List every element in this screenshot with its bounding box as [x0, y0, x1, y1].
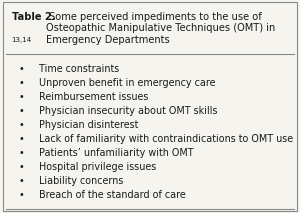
- FancyBboxPatch shape: [3, 2, 297, 211]
- Text: •: •: [18, 106, 24, 116]
- Text: •: •: [18, 92, 24, 102]
- Text: •: •: [18, 162, 24, 172]
- Text: •: •: [18, 120, 24, 130]
- Text: Hospital privilege issues: Hospital privilege issues: [39, 162, 156, 172]
- Text: Table 2.: Table 2.: [12, 12, 56, 22]
- Text: Patients’ unfamiliarity with OMT: Patients’ unfamiliarity with OMT: [39, 148, 194, 158]
- Text: •: •: [18, 148, 24, 158]
- Text: •: •: [18, 64, 24, 74]
- Text: Unproven benefit in emergency care: Unproven benefit in emergency care: [39, 78, 215, 88]
- Text: Time constraints: Time constraints: [39, 64, 119, 74]
- Text: Liability concerns: Liability concerns: [39, 176, 123, 186]
- Text: Lack of familiarity with contraindications to OMT use: Lack of familiarity with contraindicatio…: [39, 134, 293, 144]
- Text: •: •: [18, 78, 24, 88]
- Text: •: •: [18, 176, 24, 186]
- Text: Physician insecurity about OMT skills: Physician insecurity about OMT skills: [39, 106, 218, 116]
- Text: Breach of the standard of care: Breach of the standard of care: [39, 190, 186, 200]
- Text: 13,14: 13,14: [11, 37, 32, 43]
- Text: Some perceived impediments to the use of Osteopathic Manipulative Techniques (OM: Some perceived impediments to the use of…: [46, 12, 275, 45]
- Text: •: •: [18, 190, 24, 200]
- Text: •: •: [18, 134, 24, 144]
- Text: Physician disinterest: Physician disinterest: [39, 120, 138, 130]
- Text: Reimbursement issues: Reimbursement issues: [39, 92, 148, 102]
